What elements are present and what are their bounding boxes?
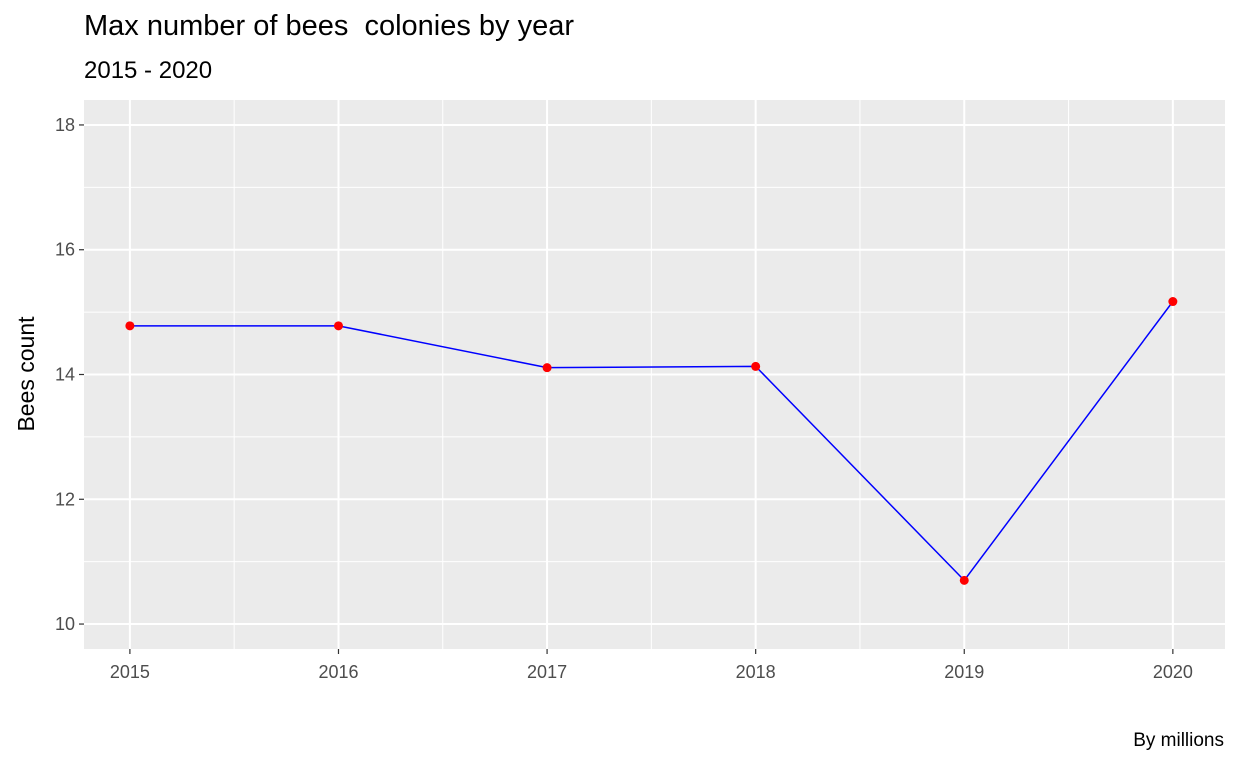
data-point <box>751 361 761 371</box>
chart-subtitle: 2015 - 2020 <box>84 57 213 84</box>
major-gridlines <box>84 100 1225 649</box>
x-tick-label: 2015 <box>110 662 150 682</box>
y-axis: 10 12 14 16 18 <box>55 115 84 634</box>
y-axis-title: Bees count <box>13 316 39 432</box>
y-tick-label: 10 <box>55 614 75 634</box>
y-tick-label: 12 <box>55 489 75 509</box>
x-tick-label: 2017 <box>527 662 567 682</box>
data-point <box>1168 297 1178 307</box>
chart-caption: By millions <box>1133 730 1224 751</box>
data-point <box>959 575 969 585</box>
x-axis: 2015 2016 2017 2018 2019 2020 <box>110 649 1193 682</box>
x-tick-label: 2018 <box>736 662 776 682</box>
y-tick-label: 16 <box>55 240 75 260</box>
x-tick-label: 2019 <box>944 662 984 682</box>
y-tick-label: 14 <box>55 365 75 385</box>
chart-title: Max number of bees colonies by year <box>84 10 575 42</box>
data-point <box>333 321 343 331</box>
series-layer <box>125 297 1178 585</box>
data-point <box>125 321 135 331</box>
series-line <box>129 301 1174 582</box>
data-point <box>542 363 552 373</box>
y-tick-label: 18 <box>55 115 75 135</box>
x-tick-label: 2020 <box>1153 662 1193 682</box>
x-tick-label: 2016 <box>318 662 358 682</box>
